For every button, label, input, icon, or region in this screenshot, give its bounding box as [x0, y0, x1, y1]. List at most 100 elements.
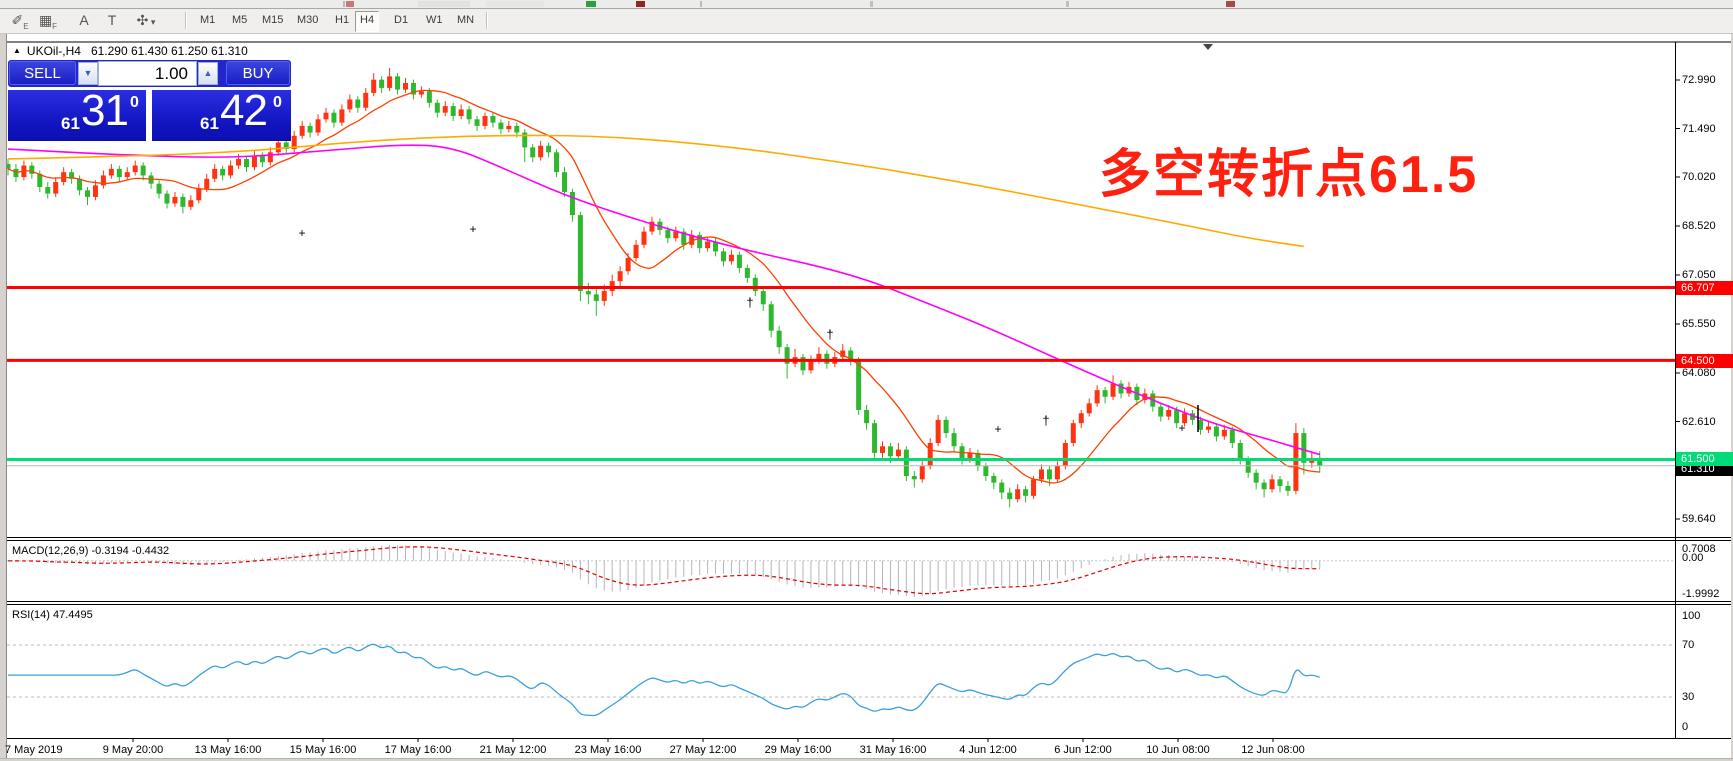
- trade-marker: +: [1178, 421, 1185, 435]
- price-badge: 66.707: [1676, 280, 1733, 295]
- timeframe-button-m15[interactable]: M15: [262, 14, 284, 26]
- time-axis-label: 12 Jun 08:00: [1241, 744, 1305, 756]
- toolbar-separator: [185, 12, 187, 29]
- sell-button[interactable]: SELL: [9, 61, 76, 85]
- collapse-triangle-icon[interactable]: ▲: [13, 46, 21, 55]
- time-axis-label: 15 May 16:00: [289, 744, 357, 756]
- toolbar: ✐E ▦F A T ✣ ▾ M1 M5 M15 M30 H1 H4 D1 W1 MN: [0, 9, 1733, 34]
- timeframe-button-w1[interactable]: W1: [426, 14, 443, 26]
- toolbar-fragment: [418, 1, 470, 7]
- toolbar-fragment: [343, 1, 345, 7]
- time-axis-label: 23 May 16:00: [574, 744, 642, 756]
- trade-marker: +: [469, 222, 476, 236]
- price-axis-label: 70.020: [1682, 171, 1716, 183]
- time-axis-label: 10 Jun 08:00: [1146, 744, 1210, 756]
- toolbar-fragment: [486, 1, 544, 7]
- time-axis-label: 6 Jun 12:00: [1054, 744, 1112, 756]
- buy-price-box[interactable]: 61 42 0: [152, 86, 291, 141]
- grid-period-icon[interactable]: ▦F: [36, 10, 60, 31]
- timeframe-button-d1[interactable]: D1: [394, 14, 409, 26]
- trade-panel-top-row: SELL ▼ 1.00 ▲ BUY: [8, 60, 291, 87]
- window-right-edge: [1731, 0, 1733, 761]
- volume-increase-button[interactable]: ▲: [198, 62, 218, 85]
- text-icon[interactable]: A: [72, 10, 96, 31]
- time-axis-label: 27 May 12:00: [669, 744, 737, 756]
- volume-decrease-button[interactable]: ▼: [78, 62, 98, 85]
- price-badge: 61.500: [1676, 451, 1733, 466]
- toolbar-fragment: [1226, 1, 1235, 7]
- symbol-period-label: UKOil-,H4: [26, 44, 81, 58]
- trade-marker: +: [994, 422, 1001, 436]
- rsi-scale-label: 0: [1682, 721, 1689, 733]
- rsi-scale-label: 30: [1682, 691, 1695, 703]
- sell-price-box[interactable]: 61 31 0: [8, 86, 146, 141]
- price-axis-label: 59.640: [1682, 513, 1716, 525]
- timeframe-button-m30[interactable]: M30: [297, 14, 319, 26]
- timeframe-button-mn[interactable]: MN: [457, 14, 475, 26]
- volume-input[interactable]: 1.00: [98, 61, 197, 86]
- upper-toolbar-clipped: [0, 0, 1733, 9]
- arrows-icon: ✣: [136, 12, 149, 28]
- price-badge: 64.500: [1676, 354, 1733, 368]
- toolbar-fragment: [870, 1, 873, 7]
- timeframe-button-m5[interactable]: M5: [232, 14, 248, 26]
- text-label-icon[interactable]: T: [100, 10, 124, 31]
- time-axis-label: 31 May 16:00: [859, 744, 927, 756]
- timeframe-button-m1[interactable]: M1: [200, 14, 216, 26]
- time-axis-label: 21 May 12:00: [479, 744, 547, 756]
- chart-title: ▲ UKOil-,H4 61.290 61.430 61.250 61.310: [13, 44, 248, 58]
- timeframe-button-h1[interactable]: H1: [335, 14, 350, 26]
- macd-scale-label: 0.7008: [1682, 543, 1716, 555]
- toolbar-fragment: [700, 1, 702, 7]
- annotation-text: 多空转折点61.5: [1099, 146, 1479, 204]
- icon-sub-label: E: [23, 21, 29, 31]
- toolbar-fragment: [346, 1, 354, 7]
- timeframe-button-h4[interactable]: H4: [355, 11, 380, 32]
- price-axis-label: 62.610: [1682, 415, 1716, 428]
- time-axis-label: 13 May 16:00: [194, 744, 262, 756]
- trade-marker: †: [826, 327, 833, 342]
- sell-price-pip: 0: [130, 94, 139, 111]
- rsi-scale-label: 100: [1682, 610, 1701, 622]
- time-axis-label: 29 May 16:00: [764, 744, 832, 756]
- ohlc-values: 61.290 61.430 61.250 61.310: [90, 44, 248, 58]
- price-axis-label: 65.550: [1682, 318, 1716, 330]
- macd-scale-label: 0.00: [1682, 551, 1704, 564]
- sell-price-main: 31: [81, 86, 129, 135]
- macd-scale-label: -1.9992: [1682, 588, 1720, 600]
- one-click-trading-panel: SELL ▼ 1.00 ▲ BUY 61 31 0 61 42 0: [8, 60, 291, 141]
- trade-marker: †: [746, 295, 753, 310]
- text-label-icon: T: [107, 12, 117, 28]
- sell-price-prefix: 61: [61, 114, 80, 133]
- price-axis-label: 67.050: [1682, 269, 1716, 281]
- rsi-label: RSI(14) 47.4495: [12, 609, 93, 621]
- dropdown-caret-icon[interactable]: ▾: [148, 17, 156, 27]
- buy-price-pip: 0: [273, 94, 282, 111]
- price-axis-label: 71.490: [1682, 122, 1716, 135]
- toolbar-fragment: [1066, 1, 1069, 7]
- buy-button[interactable]: BUY: [226, 61, 290, 85]
- icon-sub-label: F: [52, 21, 58, 31]
- line-studies-icon[interactable]: ✐E: [8, 10, 32, 31]
- price-axis-label: 72.990: [1682, 74, 1716, 86]
- window-left-edge: [0, 33, 7, 761]
- buy-price-main: 42: [220, 86, 268, 135]
- grid-period-icon: ▦: [38, 12, 53, 28]
- toolbar-fragment: [636, 1, 645, 7]
- rsi-scale-label: 70: [1682, 639, 1695, 651]
- text-icon: A: [79, 12, 89, 28]
- time-axis-label: 9 May 20:00: [102, 744, 164, 756]
- trade-marker: †: [1042, 413, 1049, 428]
- time-axis-label: 7 May 2019: [5, 744, 63, 756]
- toolbar-separator: [486, 12, 488, 29]
- time-axis-label: 4 Jun 12:00: [959, 744, 1017, 756]
- macd-label: MACD(12,26,9) -0.3194 -0.4432: [12, 545, 170, 557]
- arrows-icon[interactable]: ✣ ▾: [134, 10, 158, 31]
- price-axis-label: 64.080: [1682, 367, 1716, 379]
- time-axis-label: 17 May 16:00: [384, 744, 452, 756]
- trade-marker: +: [298, 226, 305, 240]
- line-studies-icon: ✐: [11, 12, 24, 28]
- window-bottom-edge: [0, 758, 1733, 761]
